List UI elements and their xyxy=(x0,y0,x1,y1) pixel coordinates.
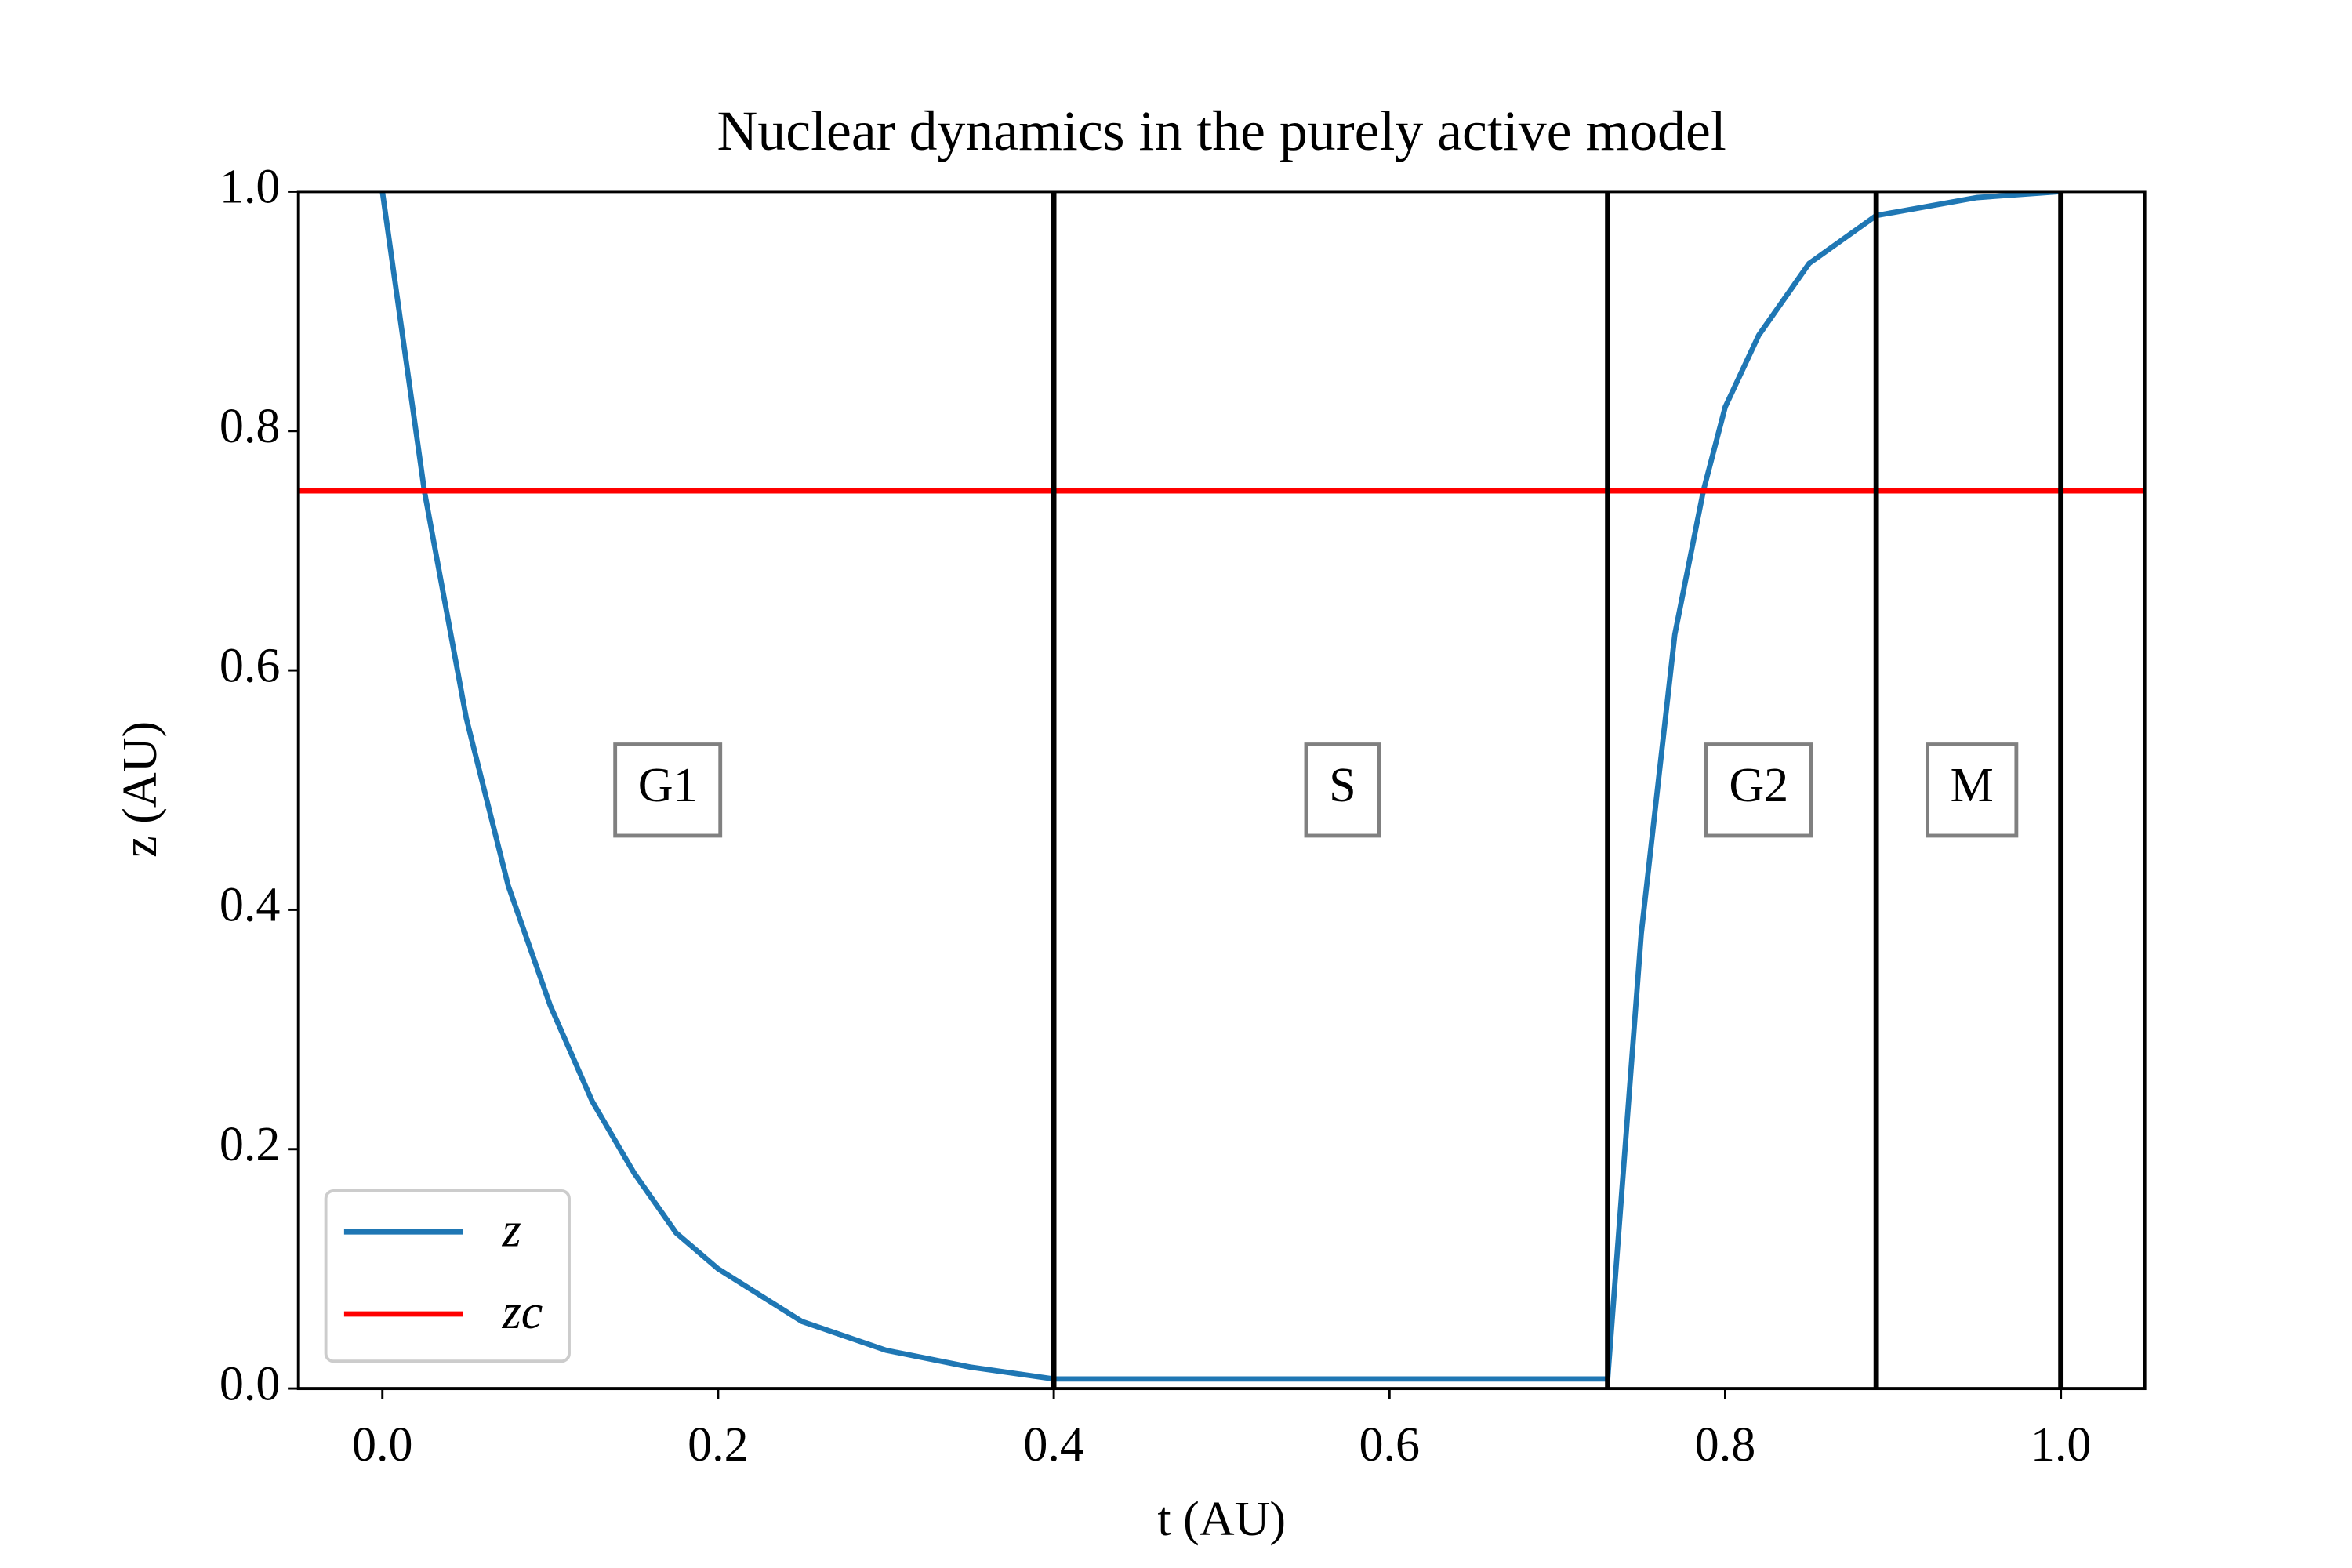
x-tick-label: 0.2 xyxy=(688,1418,749,1472)
x-tick-label: 1.0 xyxy=(2031,1418,2092,1472)
x-tick-label: 0.4 xyxy=(1023,1418,1084,1472)
y-tick-label: 0.0 xyxy=(220,1357,281,1410)
phase-box xyxy=(1304,742,1381,838)
x-tick-label: 0.0 xyxy=(352,1418,413,1472)
phase-label: S xyxy=(1329,759,1356,812)
y-tick-label: 0.4 xyxy=(220,879,281,932)
line-series xyxy=(379,191,2061,1382)
x-tick-label: 0.6 xyxy=(1359,1418,1420,1472)
y-axis-label: z (AU) xyxy=(114,721,167,858)
phase-box xyxy=(1926,742,2019,838)
x-tick-label: 0.8 xyxy=(1695,1418,1756,1472)
plot-frame xyxy=(296,190,2147,1391)
legend-label: zc xyxy=(502,1286,543,1339)
y-tick-label: 0.6 xyxy=(220,639,281,692)
phase-label: M xyxy=(1951,759,1994,812)
chart-title: Nuclear dynamics in the purely active mo… xyxy=(717,100,1726,162)
legend-label: z xyxy=(502,1203,521,1257)
x-axis-label: t (AU) xyxy=(1157,1493,1286,1546)
y-tick-label: 0.2 xyxy=(220,1118,281,1171)
y-tick-label: 1.0 xyxy=(220,161,281,214)
phase-label: G2 xyxy=(1729,759,1788,812)
phase-box xyxy=(1704,742,1813,838)
phase-label: G1 xyxy=(638,759,698,812)
y-tick-label: 0.8 xyxy=(220,400,281,453)
phase-box xyxy=(613,742,723,838)
